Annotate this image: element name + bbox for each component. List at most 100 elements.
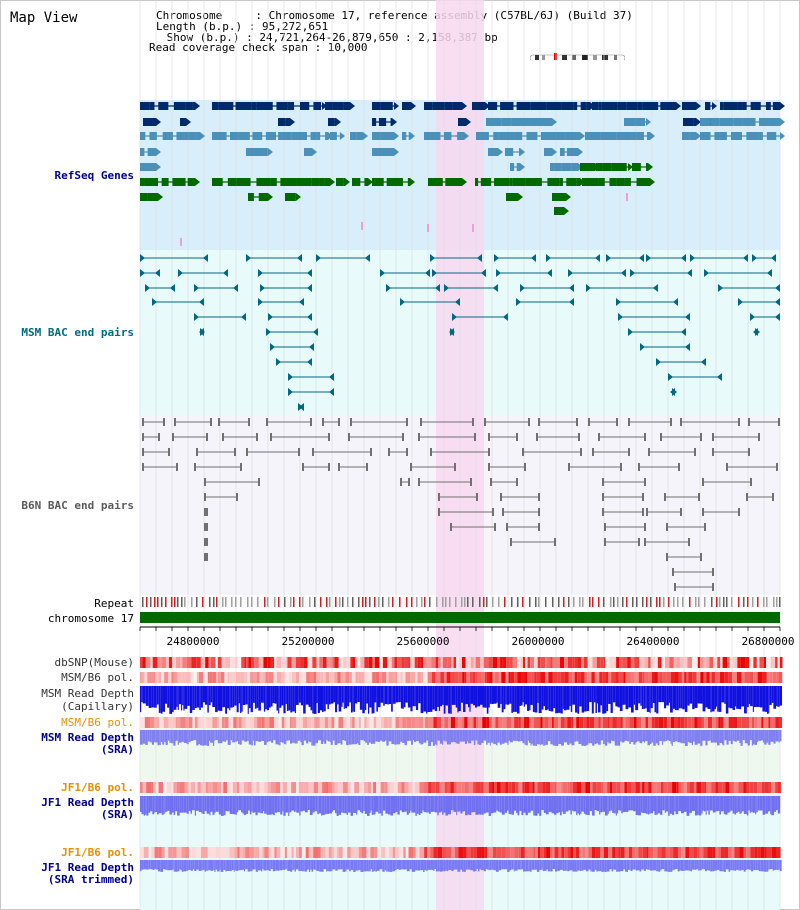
b6n-bac-end: [758, 433, 760, 441]
jf1-pol-cell: [672, 782, 677, 793]
msm-bac-end: [701, 358, 706, 366]
msm-capillary-depth-bar: [640, 686, 642, 706]
jf1-pol2-cell: [381, 847, 386, 858]
msm-capillary-depth-bar: [194, 686, 197, 708]
jf1-sra-depth-bar: [657, 796, 661, 814]
gene-strand-arrow: [290, 118, 295, 126]
b6n-bac-end: [328, 463, 330, 471]
msm-pol-cell: [703, 672, 707, 683]
jf1-pol-cell: [488, 782, 493, 793]
msm-sra-depth-bar: [363, 730, 366, 742]
jf1-trim-depth-bar: [152, 860, 155, 870]
jf1-pol2-cell: [336, 847, 339, 858]
jf1-trim-depth-bar: [626, 860, 628, 872]
msm-pol-cell: [381, 672, 387, 683]
repeat-tick: [568, 597, 570, 607]
jf1-sra-depth-bar: [373, 796, 376, 815]
msm-capillary-depth-bar: [272, 686, 275, 704]
msm-capillary-depth-bar: [405, 686, 408, 703]
jf1-pol-cell: [197, 782, 201, 793]
jf1-pol-cell: [511, 782, 516, 793]
jf1-sra-depth-bar: [561, 796, 563, 812]
jf1-pol2-cell: [576, 847, 580, 858]
gene-strand-arrow: [696, 132, 701, 140]
jf1-trim-depth-bar: [308, 860, 311, 872]
gene-exon: [270, 178, 277, 186]
jf1-pol2-cell: [595, 847, 601, 858]
msm-sra-depth-bar: [672, 730, 676, 742]
jf1-sra-depth-bar: [459, 796, 461, 812]
msm-pol2-cell: [464, 717, 468, 728]
gene-exon: [385, 148, 394, 156]
repeat-tick: [146, 597, 148, 607]
msm-sra-depth-bar: [477, 730, 479, 745]
dbsnp-cell: [756, 657, 760, 668]
gene-exon: [632, 163, 641, 171]
msm-capillary-depth-bar: [604, 686, 607, 714]
jf1-sra-depth-bar: [322, 796, 325, 816]
msm-sra-depth-bar: [285, 730, 287, 745]
msm-capillary-depth-bar: [173, 686, 177, 710]
jf1-sra-depth-bar: [681, 796, 684, 814]
gene-exon: [585, 132, 601, 140]
jf1-pol-cell: [624, 782, 628, 793]
msm-capillary-depth-bar: [734, 686, 737, 707]
jf1-trim-depth-bar: [541, 860, 543, 870]
b6n-bac-end: [712, 433, 714, 441]
msm-pol-cell: [568, 672, 573, 683]
msm-capillary-depth-bar: [717, 686, 719, 712]
msm-bac-end: [516, 298, 521, 306]
gene-exon: [332, 102, 338, 110]
gene-strand-arrow: [195, 102, 200, 110]
jf1-pol2-cell: [370, 847, 375, 858]
msm-pol2-cell: [286, 717, 290, 728]
gene-strand-arrow: [363, 132, 368, 140]
b6n-bac-end: [700, 553, 702, 561]
dbsnp-cell: [644, 657, 649, 668]
coverage-span-info: Read coverage check span : 10,000: [149, 41, 368, 54]
jf1-pol2-cell: [582, 847, 586, 858]
jf1-pol-cell: [603, 782, 608, 793]
jf1-pol-cell: [492, 782, 495, 793]
msm-pol-cell: [486, 672, 490, 683]
msm-pol2-cell: [553, 717, 559, 728]
jf1-pol-cell: [364, 782, 368, 793]
dbsnp-cell: [639, 657, 645, 668]
dbsnp-cell: [157, 657, 162, 668]
msm-pol2-cell: [383, 717, 389, 728]
jf1-sra-depth-bar: [232, 796, 236, 815]
jf1-sra-depth-bar: [759, 796, 763, 811]
jf1-sra-depth-bar: [644, 796, 647, 814]
msm-pol-cell: [392, 672, 396, 683]
b6n-bac-end: [642, 508, 644, 516]
gene-exon: [445, 178, 449, 186]
msm-capillary-depth-bar: [278, 686, 280, 714]
jf1-sra-depth-bar: [329, 796, 332, 814]
msm-pol2-cell: [473, 717, 477, 728]
gene-exon: [140, 148, 145, 156]
jf1-pol2-cell: [296, 847, 300, 858]
msm-pol-cell: [250, 672, 254, 683]
b6n-bac-end: [644, 433, 646, 441]
gene-exon: [457, 132, 464, 140]
msm-sra-depth-bar: [283, 730, 286, 745]
msm-capillary-depth-bar: [371, 686, 374, 714]
msm-sra-depth-bar: [697, 730, 701, 744]
jf1-trim-sub: (SRA trimmed): [47, 873, 134, 886]
msm-bac-end: [775, 284, 780, 292]
msm-pol-cell: [623, 672, 626, 683]
gene-exon: [147, 148, 156, 156]
msm-sra-depth-bar: [288, 730, 291, 741]
gene-exon: [689, 132, 696, 140]
msm-capillary-depth-bar: [392, 686, 396, 704]
msm-capillary-depth-bar: [451, 686, 455, 705]
dbsnp-cell: [258, 657, 264, 668]
jf1-pol2-cell: [388, 847, 393, 858]
msm-sra-depth-bar: [532, 730, 536, 746]
jf1-pol2-cell: [196, 847, 201, 858]
b6n-bac-end: [592, 448, 594, 456]
jf1-trim-depth-bar: [649, 860, 653, 871]
msm-pol2-cell: [302, 717, 305, 728]
msm-pol-cell: [648, 672, 652, 683]
